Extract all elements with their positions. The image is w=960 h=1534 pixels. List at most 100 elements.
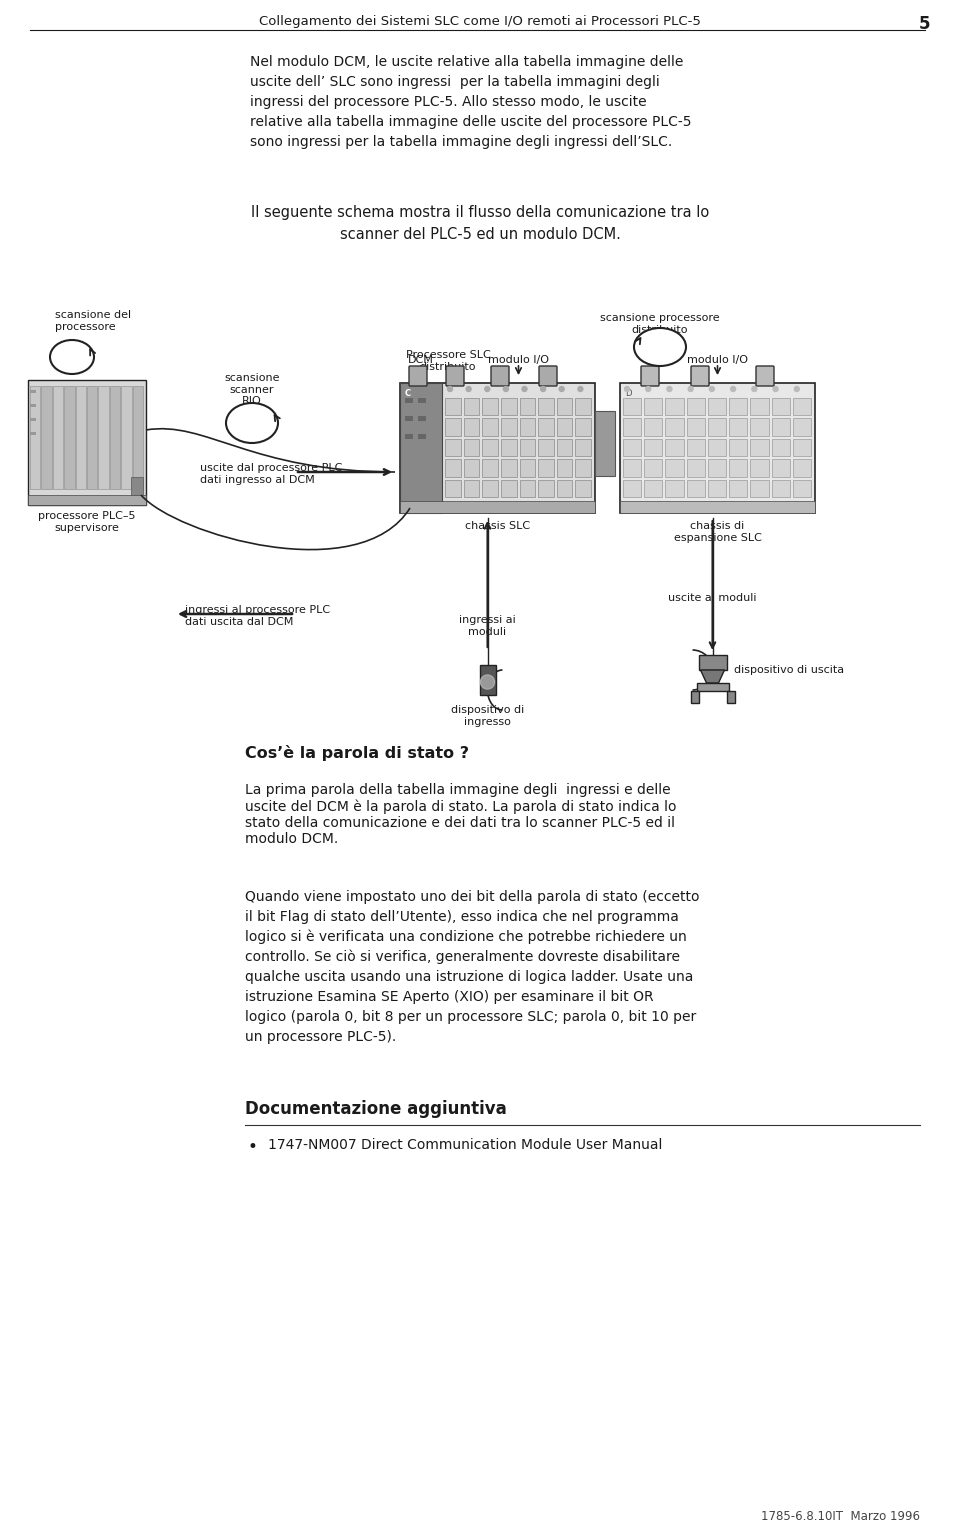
Bar — [557, 397, 572, 416]
Bar — [464, 480, 479, 497]
Text: logico si è verificata una condizione che potrebbe richiedere un: logico si è verificata una condizione ch… — [245, 930, 686, 945]
Bar — [644, 459, 662, 477]
Circle shape — [481, 675, 494, 689]
Bar — [400, 502, 595, 512]
Bar — [751, 397, 769, 416]
Bar — [30, 387, 40, 489]
Circle shape — [522, 387, 527, 391]
Text: scansione
scanner
RIO: scansione scanner RIO — [225, 373, 279, 407]
Text: 1747-NM007 Direct Communication Module User Manual: 1747-NM007 Direct Communication Module U… — [268, 1138, 662, 1152]
FancyBboxPatch shape — [409, 367, 427, 387]
Bar — [132, 387, 143, 489]
Bar — [772, 397, 790, 416]
Text: ingressi al processore PLC
dati uscita dal DCM: ingressi al processore PLC dati uscita d… — [185, 604, 330, 626]
Bar — [575, 480, 591, 497]
FancyBboxPatch shape — [691, 367, 709, 387]
Bar — [501, 439, 516, 456]
Text: Documentazione aggiuntiva: Documentazione aggiuntiva — [245, 1100, 507, 1118]
Bar — [686, 459, 705, 477]
Text: sono ingressi per la tabella immagine degli ingressi dell’SLC.: sono ingressi per la tabella immagine de… — [250, 135, 672, 149]
Bar — [793, 439, 811, 456]
Bar — [482, 439, 498, 456]
Text: qualche uscita usando una istruzione di logica ladder. Usate una: qualche uscita usando una istruzione di … — [245, 969, 693, 983]
Bar — [772, 480, 790, 497]
Bar — [690, 690, 699, 703]
Bar — [623, 397, 641, 416]
Text: il bit Flag di stato dell’Utente), esso indica che nel programma: il bit Flag di stato dell’Utente), esso … — [245, 910, 679, 923]
Text: C: C — [405, 390, 411, 397]
Bar — [76, 387, 86, 489]
Bar — [519, 459, 535, 477]
Bar — [665, 439, 684, 456]
Text: dispositivo di uscita: dispositivo di uscita — [734, 666, 845, 675]
Bar — [405, 416, 413, 420]
Bar — [482, 459, 498, 477]
Bar — [623, 419, 641, 436]
Bar — [729, 419, 747, 436]
Bar — [644, 419, 662, 436]
Text: Collegamento dei Sistemi SLC come I/O remoti ai Processori PLC-5: Collegamento dei Sistemi SLC come I/O re… — [259, 15, 701, 28]
Bar — [620, 502, 815, 512]
Bar — [575, 459, 591, 477]
Text: La prima parola della tabella immagine degli  ingressi e delle
uscite del DCM è : La prima parola della tabella immagine d… — [245, 782, 677, 847]
Text: scansione del
processore: scansione del processore — [55, 310, 132, 331]
Circle shape — [447, 387, 452, 391]
Text: modulo I/O: modulo I/O — [687, 354, 748, 365]
Bar — [30, 403, 36, 407]
Bar — [665, 397, 684, 416]
Bar — [727, 690, 734, 703]
Text: Il seguente schema mostra il flusso della comunicazione tra lo: Il seguente schema mostra il flusso dell… — [251, 206, 709, 219]
Bar — [793, 397, 811, 416]
Bar — [445, 459, 461, 477]
Bar — [445, 480, 461, 497]
Text: Cos’è la parola di stato ?: Cos’è la parola di stato ? — [245, 746, 469, 761]
Bar — [751, 480, 769, 497]
Bar — [519, 480, 535, 497]
Bar — [686, 439, 705, 456]
Circle shape — [467, 387, 471, 391]
Circle shape — [752, 387, 756, 391]
Bar — [482, 419, 498, 436]
Bar — [623, 439, 641, 456]
Text: istruzione Esamina SE Aperto (XIO) per esaminare il bit OR: istruzione Esamina SE Aperto (XIO) per e… — [245, 989, 654, 1003]
Bar — [793, 459, 811, 477]
Text: controllo. Se ciò si verifica, generalmente dovreste disabilitare: controllo. Se ciò si verifica, generalme… — [245, 950, 680, 965]
Circle shape — [709, 387, 714, 391]
FancyBboxPatch shape — [641, 367, 659, 387]
Bar — [41, 387, 52, 489]
Circle shape — [485, 387, 490, 391]
FancyBboxPatch shape — [446, 367, 464, 387]
Bar — [665, 419, 684, 436]
Text: scanner del PLC-5 ed un modulo DCM.: scanner del PLC-5 ed un modulo DCM. — [340, 227, 620, 242]
Text: dispositivo di
ingresso: dispositivo di ingresso — [451, 706, 524, 727]
Text: uscite ai moduli: uscite ai moduli — [668, 594, 756, 603]
Bar — [751, 439, 769, 456]
Text: Nel modulo DCM, le uscite relative alla tabella immagine delle: Nel modulo DCM, le uscite relative alla … — [250, 55, 684, 69]
Bar — [30, 390, 36, 393]
Bar — [464, 439, 479, 456]
Bar — [557, 480, 572, 497]
Bar — [501, 480, 516, 497]
Bar — [772, 419, 790, 436]
Bar — [519, 397, 535, 416]
Text: Processore SLC
distribuito: Processore SLC distribuito — [406, 350, 491, 371]
Text: un processore PLC-5).: un processore PLC-5). — [245, 1029, 396, 1045]
Bar — [644, 480, 662, 497]
Circle shape — [773, 387, 778, 391]
Bar — [708, 439, 726, 456]
Ellipse shape — [226, 403, 278, 443]
Bar — [708, 459, 726, 477]
Bar — [87, 387, 97, 489]
Text: relative alla tabella immagine delle uscite del processore PLC-5: relative alla tabella immagine delle usc… — [250, 115, 691, 129]
Bar — [575, 419, 591, 436]
Bar — [575, 439, 591, 456]
Bar — [28, 380, 146, 505]
Bar — [729, 480, 747, 497]
Text: scansione processore
distribuito: scansione processore distribuito — [600, 313, 720, 334]
Circle shape — [731, 387, 735, 391]
Bar — [557, 459, 572, 477]
Text: ingressi del processore PLC-5. Allo stesso modo, le uscite: ingressi del processore PLC-5. Allo stes… — [250, 95, 647, 109]
Text: 1785-6.8.10IT  Marzo 1996: 1785-6.8.10IT Marzo 1996 — [761, 1509, 920, 1523]
Bar — [539, 397, 554, 416]
Bar — [699, 655, 727, 670]
